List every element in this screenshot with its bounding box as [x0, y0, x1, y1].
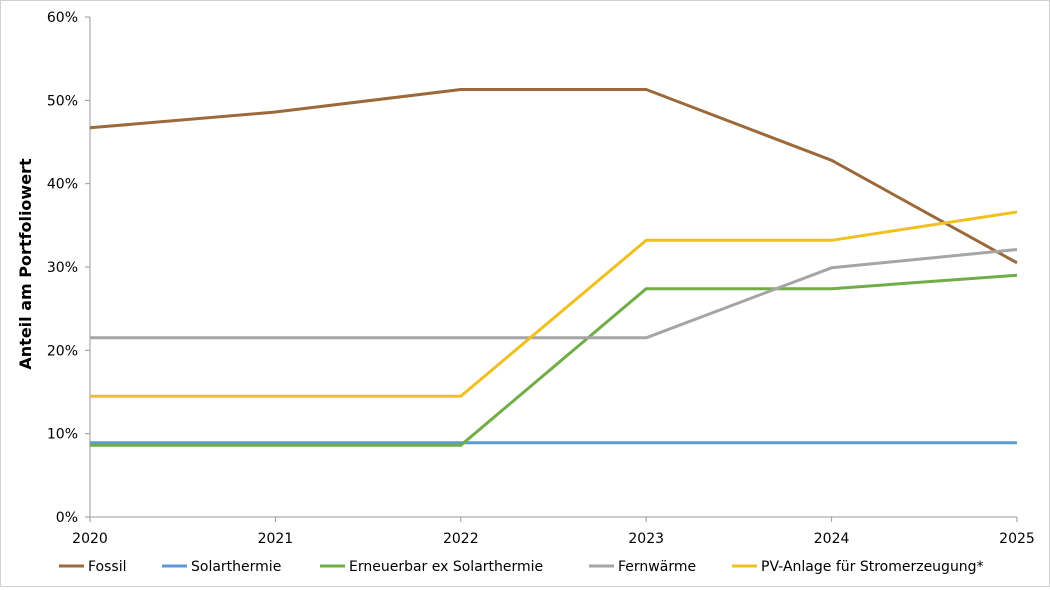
- x-tick-label: 2021: [258, 531, 294, 547]
- x-tick-label: 2023: [628, 531, 664, 547]
- series-line-3: [90, 248, 1018, 340]
- y-tick-label: 60%: [47, 10, 78, 26]
- y-tick-label: 10%: [47, 427, 78, 443]
- legend-label: PV-Anlage für Stromerzeugung*: [761, 559, 984, 575]
- y-tick-label: 50%: [47, 93, 78, 109]
- legend-item: Fernwärme: [589, 559, 696, 575]
- x-tick-label: 2024: [814, 531, 850, 547]
- series-lines: [89, 88, 1018, 447]
- legend-item: PV-Anlage für Stromerzeugung*: [732, 559, 984, 575]
- y-tick-label: 0%: [56, 510, 78, 526]
- y-tick-label: 30%: [47, 260, 78, 276]
- legend-item: Erneuerbar ex Solarthermie: [320, 559, 543, 575]
- y-tick-label: 40%: [47, 177, 78, 193]
- y-axis-label: Anteil am Portfoliowert: [16, 158, 35, 370]
- series-line-4: [90, 210, 1018, 398]
- legend-label: Solarthermie: [191, 559, 281, 575]
- series-line-2: [90, 273, 1018, 447]
- x-tick-label: 2020: [72, 531, 108, 547]
- legend-label: Fernwärme: [618, 559, 696, 575]
- legend-item: Solarthermie: [162, 559, 281, 575]
- y-tick-labels: 0% 10% 20% 30% 40% 50% 60%: [47, 10, 90, 526]
- legend-label: Erneuerbar ex Solarthermie: [349, 559, 543, 575]
- series-line-0: [89, 88, 1018, 265]
- legend-label: Fossil: [88, 559, 127, 575]
- x-tick-label: 2025: [999, 531, 1035, 547]
- legend-item: Fossil: [59, 559, 127, 575]
- x-tick-labels: 2020 2021 2022 2023 2024 2025: [72, 517, 1035, 547]
- legend: Fossil Solarthermie Erneuerbar ex Solarthe…: [59, 559, 984, 575]
- x-tick-label: 2022: [443, 531, 479, 547]
- y-tick-label: 20%: [47, 343, 78, 359]
